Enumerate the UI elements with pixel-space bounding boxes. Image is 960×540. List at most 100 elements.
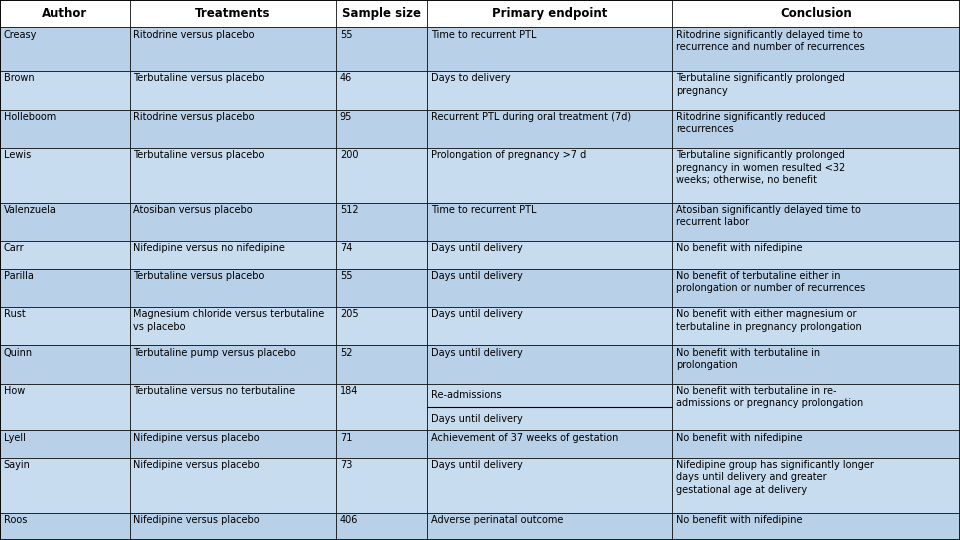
Bar — [427, 512, 672, 540]
Text: 74: 74 — [340, 244, 352, 253]
Text: 46: 46 — [340, 73, 352, 83]
Bar — [427, 110, 672, 148]
Bar — [130, 346, 336, 384]
Text: Sample size: Sample size — [342, 7, 421, 20]
Bar — [672, 148, 960, 203]
Text: Ritodrine significantly reduced
recurrences: Ritodrine significantly reduced recurren… — [676, 112, 826, 134]
Text: 512: 512 — [340, 205, 358, 215]
Bar — [336, 241, 427, 268]
Bar — [427, 28, 672, 71]
Text: Days until delivery: Days until delivery — [431, 271, 523, 281]
Bar — [0, 203, 130, 241]
Bar — [336, 268, 427, 307]
Bar — [336, 110, 427, 148]
Bar — [336, 430, 427, 458]
Text: 406: 406 — [340, 515, 358, 525]
Bar — [0, 0, 130, 28]
Text: Conclusion: Conclusion — [780, 7, 852, 20]
Bar — [336, 458, 427, 512]
Bar — [0, 307, 130, 346]
Bar — [672, 28, 960, 71]
Bar — [427, 307, 672, 346]
Text: Creasy: Creasy — [4, 30, 37, 39]
Text: Days until delivery: Days until delivery — [431, 309, 523, 319]
Bar — [672, 268, 960, 307]
Text: Atosiban significantly delayed time to
recurrent labor: Atosiban significantly delayed time to r… — [676, 205, 861, 227]
Text: Quinn: Quinn — [4, 348, 33, 357]
Text: Ritodrine versus placebo: Ritodrine versus placebo — [133, 30, 255, 39]
Text: Author: Author — [42, 7, 87, 20]
Text: Adverse perinatal outcome: Adverse perinatal outcome — [431, 515, 564, 525]
Bar — [0, 458, 130, 512]
Bar — [672, 384, 960, 430]
Text: Nifedipine group has significantly longer
days until delivery and greater
gestat: Nifedipine group has significantly longe… — [676, 460, 874, 495]
Bar — [130, 430, 336, 458]
Text: Terbutaline significantly prolonged
pregnancy: Terbutaline significantly prolonged preg… — [676, 73, 845, 96]
Bar — [427, 241, 672, 268]
Bar — [0, 241, 130, 268]
Bar — [672, 430, 960, 458]
Text: No benefit with either magnesium or
terbutaline in pregnancy prolongation: No benefit with either magnesium or terb… — [676, 309, 861, 332]
Text: 55: 55 — [340, 30, 352, 39]
Bar — [672, 346, 960, 384]
Text: Lyell: Lyell — [4, 433, 26, 442]
Bar — [427, 346, 672, 384]
Text: Terbutaline versus no terbutaline: Terbutaline versus no terbutaline — [133, 386, 296, 396]
Bar — [130, 307, 336, 346]
Bar — [672, 307, 960, 346]
Text: Carr: Carr — [4, 244, 24, 253]
Text: 71: 71 — [340, 433, 352, 442]
Text: Holleboom: Holleboom — [4, 112, 56, 122]
Text: Days until delivery: Days until delivery — [431, 460, 523, 470]
Bar — [672, 241, 960, 268]
Bar — [427, 430, 672, 458]
Text: Re-admissions: Re-admissions — [431, 390, 502, 400]
Text: Terbutaline significantly prolonged
pregnancy in women resulted <32
weeks; other: Terbutaline significantly prolonged preg… — [676, 150, 845, 185]
Text: No benefit with nifedipine: No benefit with nifedipine — [676, 515, 803, 525]
Text: 55: 55 — [340, 271, 352, 281]
Bar — [427, 203, 672, 241]
Bar — [0, 71, 130, 110]
Text: Nifedipine versus placebo: Nifedipine versus placebo — [133, 433, 260, 442]
Bar — [672, 110, 960, 148]
Bar — [130, 71, 336, 110]
Bar — [427, 0, 672, 28]
Text: Terbutaline pump versus placebo: Terbutaline pump versus placebo — [133, 348, 297, 357]
Bar — [336, 512, 427, 540]
Bar — [130, 110, 336, 148]
Text: Days until delivery: Days until delivery — [431, 244, 523, 253]
Bar — [0, 268, 130, 307]
Bar — [130, 458, 336, 512]
Text: Primary endpoint: Primary endpoint — [492, 7, 608, 20]
Text: No benefit with nifedipine: No benefit with nifedipine — [676, 433, 803, 442]
Bar — [130, 148, 336, 203]
Text: Time to recurrent PTL: Time to recurrent PTL — [431, 205, 537, 215]
Text: 205: 205 — [340, 309, 358, 319]
Text: 52: 52 — [340, 348, 352, 357]
Bar — [336, 71, 427, 110]
Text: Recurrent PTL during oral treatment (7d): Recurrent PTL during oral treatment (7d) — [431, 112, 631, 122]
Text: Atosiban versus placebo: Atosiban versus placebo — [133, 205, 253, 215]
Text: Parilla: Parilla — [4, 271, 34, 281]
Bar — [0, 346, 130, 384]
Text: No benefit with nifedipine: No benefit with nifedipine — [676, 244, 803, 253]
Text: Nifedipine versus no nifedipine: Nifedipine versus no nifedipine — [133, 244, 285, 253]
Bar — [336, 384, 427, 430]
Bar — [427, 384, 672, 430]
Bar — [0, 28, 130, 71]
Bar — [336, 307, 427, 346]
Bar — [0, 430, 130, 458]
Text: How: How — [4, 386, 25, 396]
Text: No benefit with terbutaline in
prolongation: No benefit with terbutaline in prolongat… — [676, 348, 820, 370]
Bar — [672, 0, 960, 28]
Bar — [0, 110, 130, 148]
Text: Valenzuela: Valenzuela — [4, 205, 57, 215]
Bar — [427, 458, 672, 512]
Text: Terbutaline versus placebo: Terbutaline versus placebo — [133, 150, 265, 160]
Bar — [0, 512, 130, 540]
Bar — [427, 148, 672, 203]
Bar — [336, 346, 427, 384]
Text: 95: 95 — [340, 112, 352, 122]
Bar — [672, 512, 960, 540]
Text: Magnesium chloride versus terbutaline
vs placebo: Magnesium chloride versus terbutaline vs… — [133, 309, 324, 332]
